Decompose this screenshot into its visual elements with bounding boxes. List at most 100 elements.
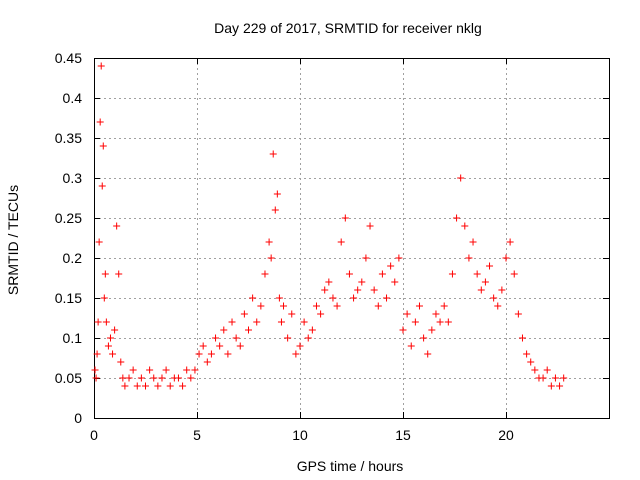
chart-title: Day 229 of 2017, SRMTID for receiver nkl… bbox=[214, 20, 482, 36]
y-tick-label: 0.05 bbox=[55, 370, 82, 386]
data-point bbox=[498, 286, 506, 294]
data-point bbox=[224, 350, 232, 358]
data-point bbox=[486, 262, 494, 270]
data-point bbox=[523, 350, 531, 358]
data-point bbox=[518, 334, 526, 342]
data-point bbox=[453, 214, 461, 222]
data-point bbox=[506, 238, 514, 246]
data-point bbox=[432, 310, 440, 318]
data-point bbox=[220, 326, 228, 334]
data-point bbox=[158, 374, 166, 382]
data-point bbox=[240, 310, 248, 318]
data-point bbox=[407, 342, 415, 350]
data-point bbox=[296, 342, 304, 350]
data-point bbox=[494, 302, 502, 310]
data-point bbox=[195, 350, 203, 358]
x-tick-label: 0 bbox=[90, 427, 98, 443]
data-point bbox=[269, 150, 277, 158]
data-point bbox=[337, 238, 345, 246]
data-point bbox=[228, 318, 236, 326]
y-tick-label: 0.4 bbox=[63, 90, 83, 106]
data-point bbox=[333, 302, 341, 310]
data-point bbox=[292, 350, 300, 358]
data-point bbox=[556, 382, 564, 390]
data-point bbox=[399, 326, 407, 334]
data-point bbox=[216, 342, 224, 350]
x-tick-label: 5 bbox=[193, 427, 201, 443]
data-point bbox=[477, 286, 485, 294]
data-point bbox=[109, 350, 117, 358]
data-point bbox=[106, 334, 114, 342]
data-point bbox=[420, 334, 428, 342]
data-point bbox=[490, 294, 498, 302]
data-point bbox=[93, 350, 101, 358]
data-point bbox=[288, 310, 296, 318]
data-point bbox=[350, 294, 358, 302]
data-point bbox=[113, 222, 121, 230]
data-point bbox=[345, 270, 353, 278]
data-point bbox=[329, 294, 337, 302]
data-point bbox=[101, 270, 109, 278]
data-point bbox=[317, 310, 325, 318]
data-point bbox=[547, 382, 555, 390]
data-point bbox=[121, 382, 129, 390]
data-point bbox=[91, 366, 99, 374]
data-point bbox=[387, 262, 395, 270]
plot-frame bbox=[94, 58, 610, 419]
data-point bbox=[191, 366, 199, 374]
data-point bbox=[527, 358, 535, 366]
data-point bbox=[428, 326, 436, 334]
data-point bbox=[265, 238, 273, 246]
y-tick-label: 0.3 bbox=[63, 170, 83, 186]
data-point bbox=[370, 286, 378, 294]
data-point bbox=[465, 254, 473, 262]
data-point bbox=[207, 350, 215, 358]
data-point bbox=[358, 278, 366, 286]
data-point bbox=[469, 238, 477, 246]
data-point bbox=[514, 310, 522, 318]
data-point bbox=[102, 318, 110, 326]
data-point bbox=[166, 382, 174, 390]
data-point bbox=[560, 374, 568, 382]
y-tick-label: 0.45 bbox=[55, 50, 82, 66]
data-point bbox=[308, 326, 316, 334]
data-point bbox=[95, 238, 103, 246]
data-point bbox=[424, 350, 432, 358]
data-point bbox=[341, 214, 349, 222]
data-point bbox=[403, 310, 411, 318]
data-point bbox=[253, 318, 261, 326]
data-point bbox=[199, 342, 207, 350]
data-point bbox=[97, 62, 105, 70]
data-point bbox=[440, 302, 448, 310]
axis-ticks bbox=[94, 58, 609, 419]
data-point bbox=[321, 286, 329, 294]
data-point bbox=[257, 302, 265, 310]
data-point bbox=[115, 270, 123, 278]
data-point bbox=[98, 182, 106, 190]
data-point bbox=[212, 334, 220, 342]
data-point bbox=[104, 342, 112, 350]
data-point bbox=[481, 278, 489, 286]
data-point bbox=[261, 270, 269, 278]
data-point bbox=[280, 302, 288, 310]
data-point bbox=[473, 270, 481, 278]
data-point bbox=[267, 254, 275, 262]
data-point bbox=[543, 366, 551, 374]
data-point bbox=[273, 190, 281, 198]
y-tick-label: 0.15 bbox=[55, 290, 82, 306]
data-point bbox=[142, 382, 149, 390]
data-point bbox=[312, 302, 320, 310]
data-point bbox=[415, 302, 423, 310]
y-tick-label: 0.35 bbox=[55, 130, 82, 146]
x-tick-label: 15 bbox=[395, 427, 411, 443]
data-point bbox=[236, 342, 244, 350]
x-tick-labels: 0 5 10 15 20 bbox=[90, 427, 514, 443]
data-point bbox=[125, 374, 133, 382]
data-point bbox=[304, 334, 312, 342]
data-point bbox=[96, 118, 104, 126]
data-point bbox=[183, 366, 191, 374]
data-point bbox=[284, 334, 292, 342]
data-point bbox=[100, 294, 108, 302]
data-point bbox=[391, 278, 399, 286]
